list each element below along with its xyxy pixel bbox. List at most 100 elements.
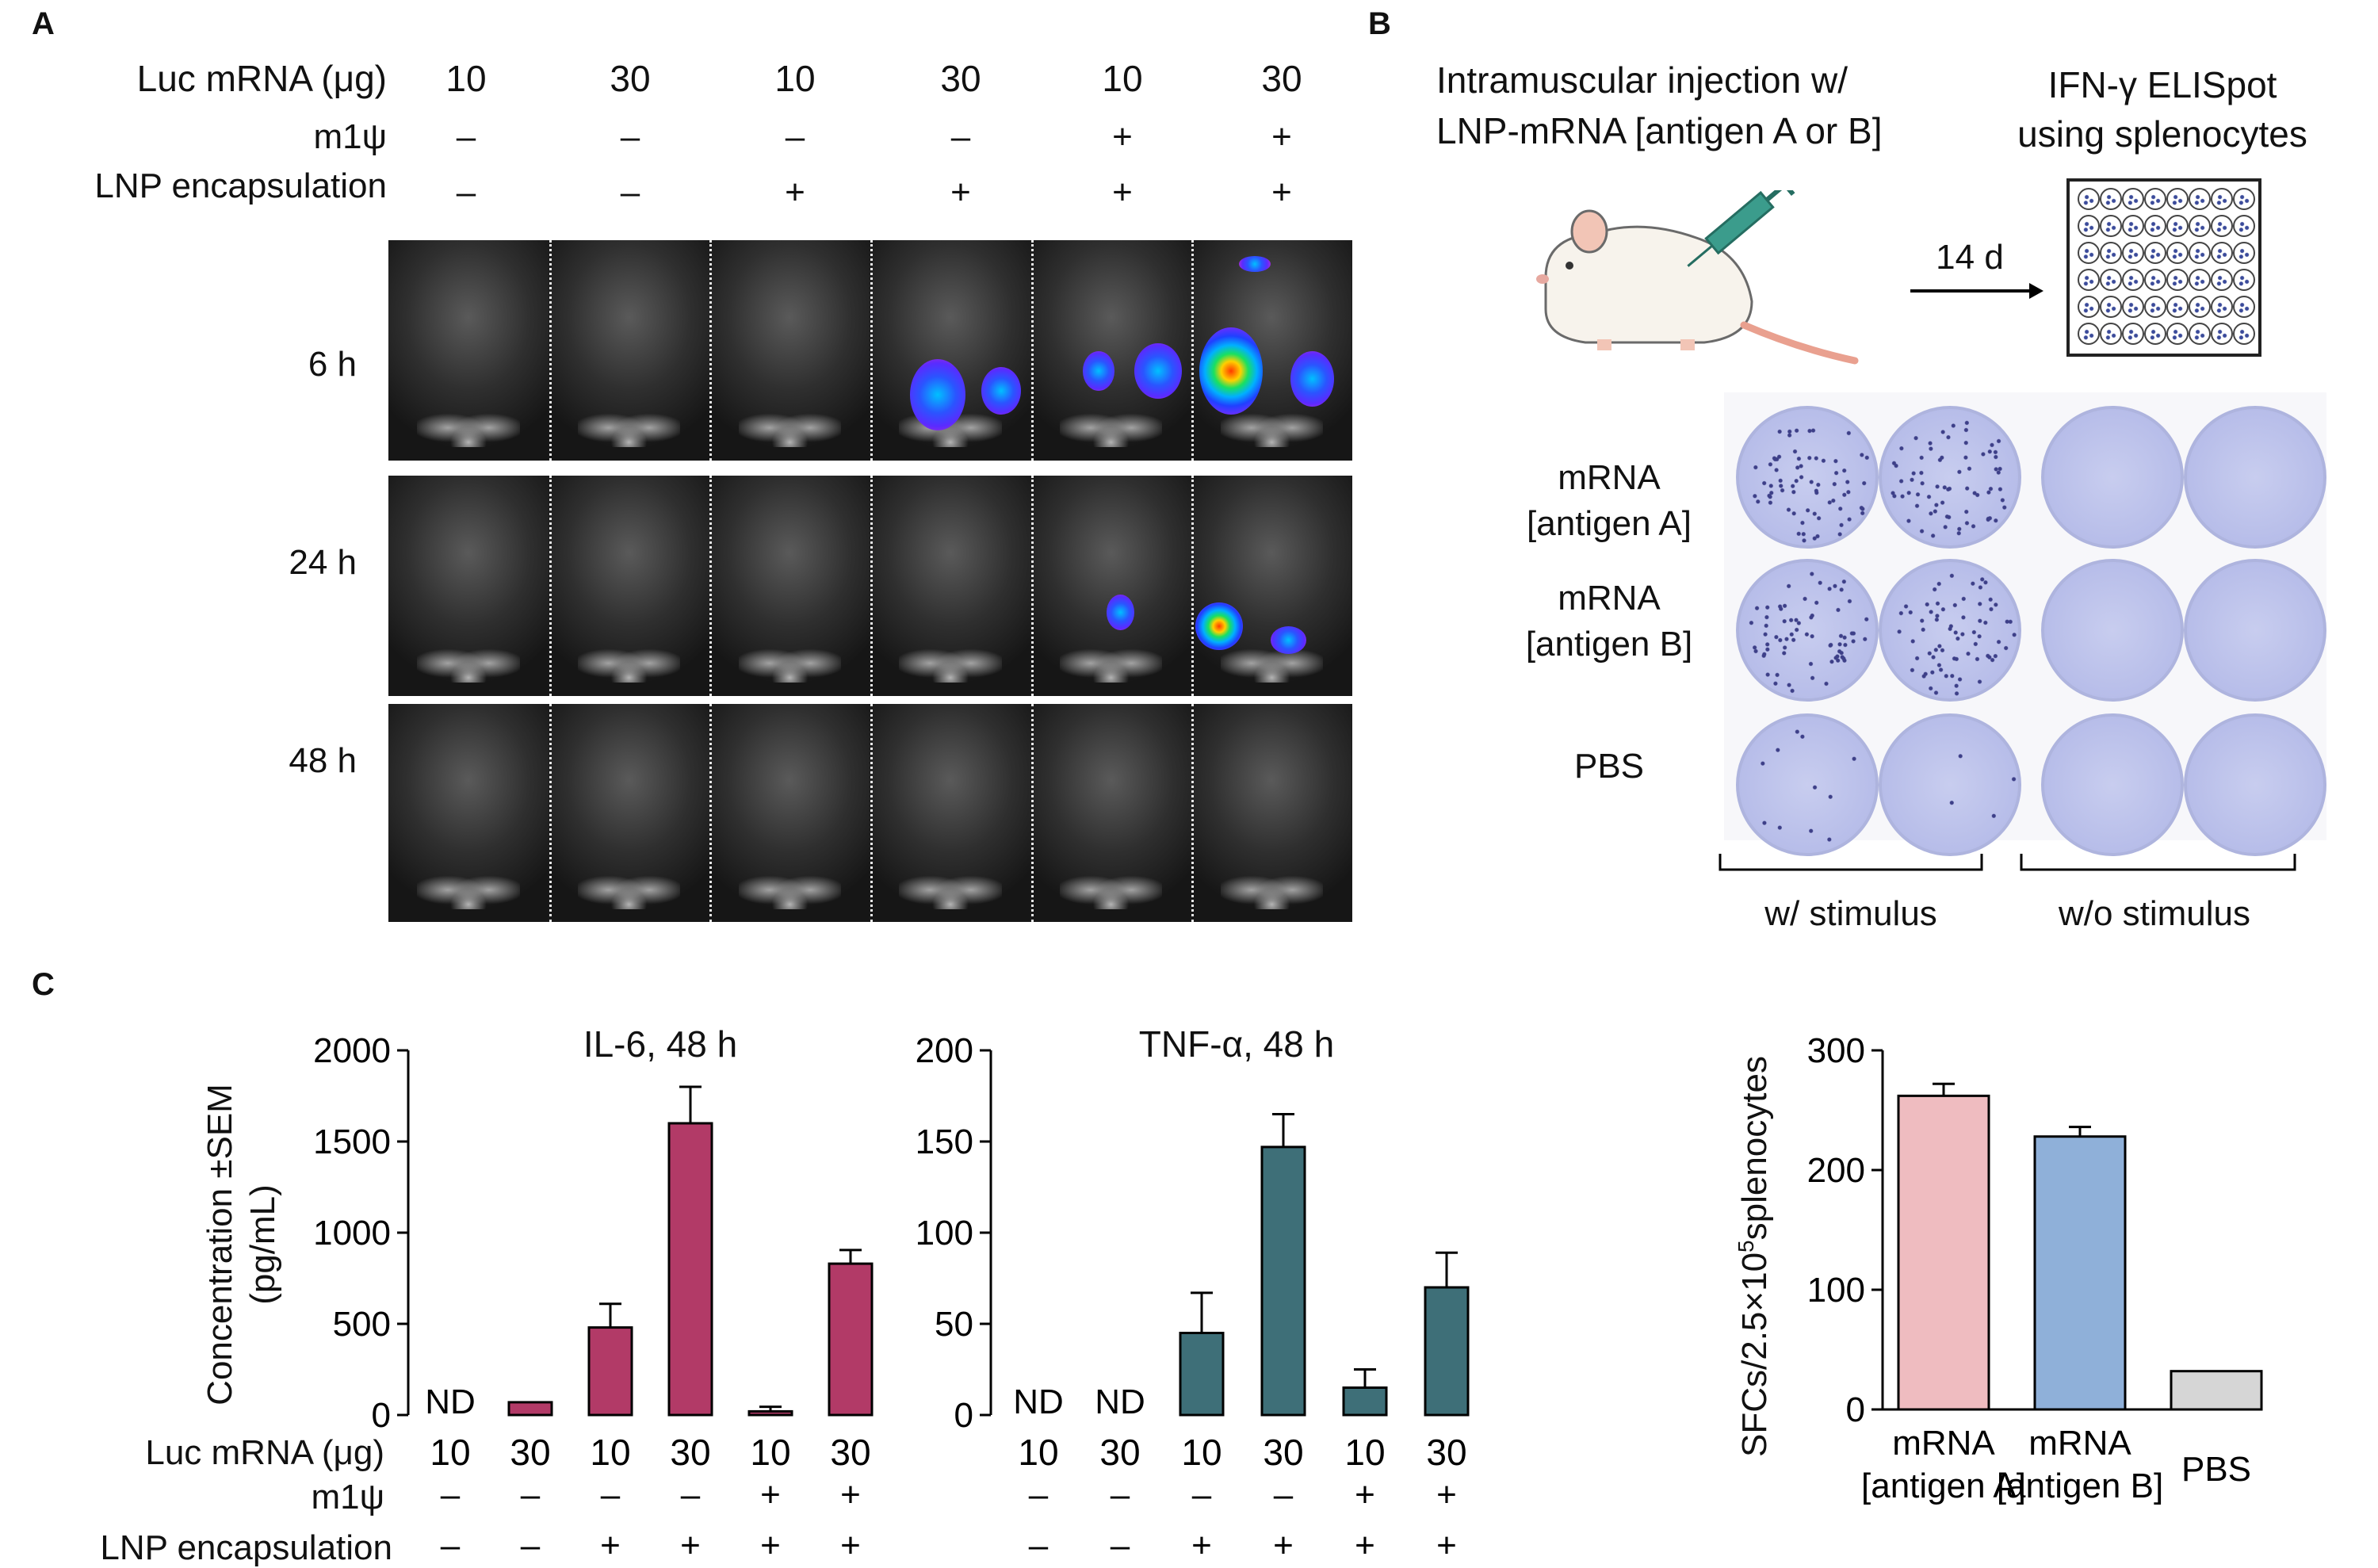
image-divider-0-5 — [1191, 240, 1195, 461]
plate-well-2-3 — [2144, 242, 2166, 264]
chart1-ytick-label-1: 50 — [935, 1305, 973, 1344]
chart2-ytick-label-3: 300 — [1807, 1031, 1865, 1070]
chart1-ytick-label-2: 100 — [916, 1214, 973, 1252]
mouse-image-2-1 — [549, 704, 709, 922]
image-divider-1-1 — [549, 476, 552, 696]
timepoint-6h: 6 h — [308, 345, 357, 384]
mouse-image-0-0 — [388, 240, 549, 461]
elispot-row-label-antigen-a-1: mRNA — [1558, 458, 1661, 497]
chart0-bar-1 — [507, 1401, 553, 1417]
chart1-xlabel-m1psi-2: – — [1192, 1475, 1212, 1514]
chart2-bar-1 — [2033, 1135, 2127, 1411]
plate-well-2-2 — [2122, 242, 2144, 264]
injection-text-line1: Intramuscular injection w/ — [1436, 59, 1848, 101]
elispot-well-0-1 — [1879, 406, 2021, 549]
chart1-xlabel-m1psi-0: – — [1029, 1475, 1049, 1514]
mouse-image-0-2 — [709, 240, 870, 461]
luminescence-signal-1-0 — [1106, 595, 1134, 630]
luminescence-signal-0-5 — [1290, 351, 1335, 407]
elispot-row-label-antigen-b-1: mRNA — [1558, 579, 1661, 618]
chart1-xlabel-m1psi-4: + — [1355, 1475, 1375, 1514]
mouse-image-1-5 — [1191, 476, 1352, 696]
plate-well-5-5 — [2189, 323, 2211, 345]
chart1-xlabel-m1psi-1: – — [1111, 1475, 1130, 1514]
image-divider-0-3 — [870, 240, 873, 461]
plate-well-2-4 — [2166, 242, 2189, 264]
il6-chart-title: IL-6, 48 h — [583, 1023, 738, 1065]
plate-well-3-0 — [2078, 269, 2100, 291]
image-divider-2-2 — [709, 704, 713, 922]
luminescence-signal-1-1 — [1195, 602, 1244, 650]
mouse-image-0-4 — [1030, 240, 1191, 461]
plate-well-1-0 — [2078, 215, 2100, 237]
chart1-xlabel-dose-2: 10 — [1181, 1432, 1221, 1473]
plate-well-2-6 — [2211, 242, 2233, 264]
chart0-xlabel-lnp-3: + — [680, 1526, 701, 1565]
panel-a-letter: A — [32, 6, 55, 41]
elispot-row-label-pbs: PBS — [1573, 747, 1645, 786]
plate-well-4-1 — [2100, 296, 2122, 318]
chart0-ytick-label-2: 1000 — [313, 1214, 391, 1252]
elispot-well-2-2 — [2041, 713, 2184, 856]
arrow-right-icon — [1910, 283, 2043, 299]
plate-well-4-4 — [2166, 296, 2189, 318]
m1psi-label-4: + — [1112, 117, 1133, 156]
luminescence-signal-0-3 — [1082, 351, 1114, 391]
lnp-label-2: + — [785, 173, 805, 212]
injection-text-line2: LNP-mRNA [antigen A or B] — [1436, 110, 1883, 151]
lnp-label-1: – — [620, 173, 640, 212]
dose-label-4: 10 — [1102, 58, 1143, 99]
mouse-image-2-2 — [709, 704, 870, 922]
luminescence-signal-0-0 — [910, 359, 965, 430]
elispot-well-1-0 — [1736, 559, 1879, 702]
chart0-ytick-label-4: 2000 — [313, 1031, 391, 1070]
chart1-xlabel-m1psi-5: + — [1436, 1475, 1457, 1514]
plate-well-2-1 — [2100, 242, 2122, 264]
chart0-xlabel-dose-3: 30 — [670, 1432, 710, 1473]
chart1-xlabel-m1psi-3: – — [1274, 1475, 1294, 1514]
dose-label-3: 30 — [940, 58, 981, 99]
chart2-category-label-1-1: [antigen B] — [1997, 1467, 2163, 1505]
chart0-bar-2 — [587, 1326, 633, 1417]
arrow-label-14d: 14 d — [1936, 238, 2004, 277]
chart2-category-label-1-0: mRNA — [2028, 1424, 2131, 1463]
elispot-well-2-3 — [2184, 713, 2326, 856]
mouse-image-2-0 — [388, 704, 549, 922]
image-divider-2-1 — [549, 704, 552, 922]
chart0-xlabel-m1psi-1: – — [521, 1475, 541, 1514]
chart1-ytick-label-4: 200 — [916, 1031, 973, 1070]
chart0-xlabel-dose-1: 30 — [510, 1432, 550, 1473]
chart1-bar-2 — [1179, 1332, 1225, 1417]
chart1-bar-4 — [1342, 1386, 1388, 1417]
panel-c-letter: C — [32, 967, 55, 1002]
timepoint-24h: 24 h — [289, 543, 357, 582]
plate-well-2-0 — [2078, 242, 2100, 264]
image-divider-0-2 — [709, 240, 713, 461]
plate-well-3-5 — [2189, 269, 2211, 291]
mouse-image-1-4 — [1030, 476, 1191, 696]
with-stimulus-label: w/ stimulus — [1764, 894, 1937, 933]
m1psi-label-1: – — [620, 117, 640, 156]
mouse-image-1-1 — [549, 476, 709, 696]
chart2-category-label-0-0: mRNA — [1892, 1424, 1995, 1463]
dose-label-0: 10 — [445, 58, 487, 99]
plate-well-0-4 — [2166, 188, 2189, 210]
chart0-xlabel-lnp-2: + — [600, 1526, 621, 1565]
chart1-xlabel-dose-3: 30 — [1263, 1432, 1303, 1473]
elispot-text-line2: using splenocytes — [2017, 113, 2307, 155]
chart2-bar-2 — [2170, 1370, 2263, 1411]
image-divider-1-5 — [1191, 476, 1195, 696]
chart1-xlabel-lnp-4: + — [1355, 1526, 1375, 1565]
sfc-axis-label-post: splenocytes — [1734, 1056, 1774, 1241]
plate-well-4-6 — [2211, 296, 2233, 318]
group-brackets — [1719, 854, 2296, 871]
imaging-strip-48h — [388, 704, 1352, 922]
chart1-bar-5 — [1424, 1286, 1470, 1417]
elispot-well-1-2 — [2041, 559, 2184, 702]
sfc-axis-label: SFCs/2.5×105splenocytes — [1734, 1056, 1775, 1457]
lnp-label-4: + — [1112, 173, 1133, 212]
image-divider-0-4 — [1030, 240, 1034, 461]
chart0-bar-5 — [828, 1262, 874, 1417]
c-lnp-row-label: LNP encapsulation — [100, 1528, 392, 1567]
m1psi-label-0: – — [456, 117, 476, 156]
